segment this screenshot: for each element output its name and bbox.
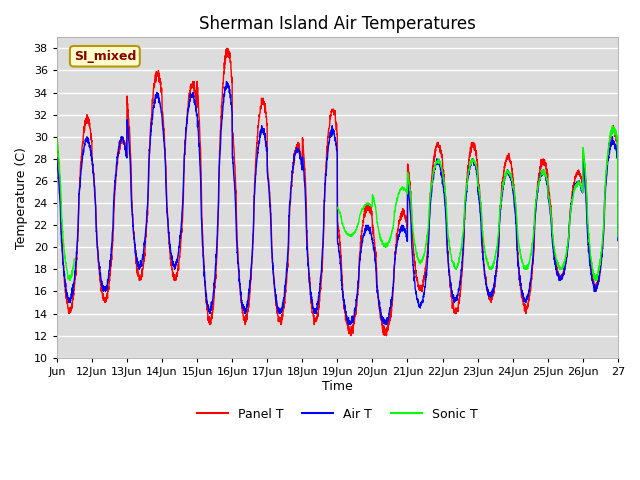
Y-axis label: Temperature (C): Temperature (C) (15, 146, 28, 249)
Text: SI_mixed: SI_mixed (74, 50, 136, 63)
Legend: Panel T, Air T, Sonic T: Panel T, Air T, Sonic T (191, 403, 483, 425)
X-axis label: Time: Time (322, 380, 353, 393)
Title: Sherman Island Air Temperatures: Sherman Island Air Temperatures (199, 15, 476, 33)
